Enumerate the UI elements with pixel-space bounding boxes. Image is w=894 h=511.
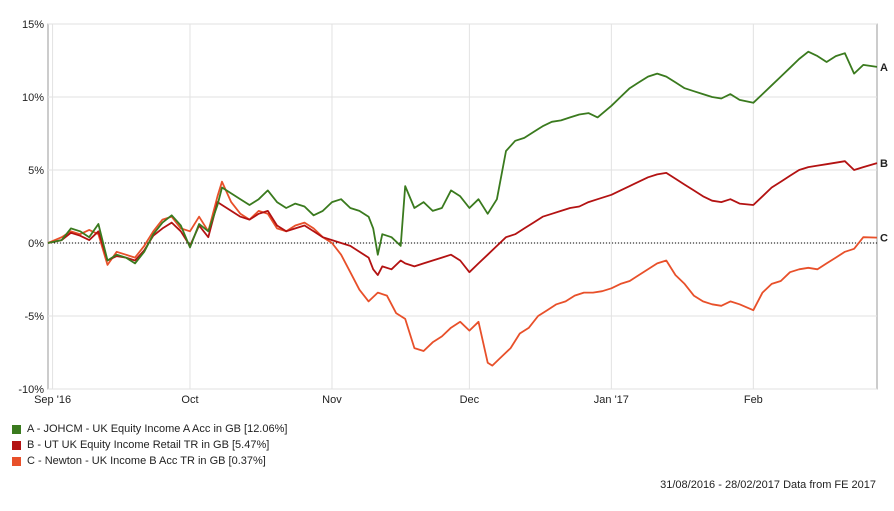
series-line-a — [47, 50, 878, 265]
y-axis-tick-labels: 15% 10% 5% 0% -5% -10% — [18, 19, 44, 396]
y-tick-label: -10% — [18, 384, 44, 396]
legend-item-a: A - JOHCM - UK Equity Income A Acc in GB… — [12, 421, 287, 437]
legend-item-c: C - Newton - UK Income B Acc TR in GB [0… — [12, 453, 287, 469]
x-tick-label: Dec — [460, 394, 480, 406]
plot-area — [47, 23, 878, 390]
y-tick-label: 0% — [28, 238, 44, 250]
x-tick-label: Nov — [322, 394, 342, 406]
legend: A - JOHCM - UK Equity Income A Acc in GB… — [12, 421, 287, 469]
x-gridlines — [52, 24, 754, 389]
y-tick-label: -5% — [24, 311, 44, 323]
series-end-label-b: B — [880, 158, 888, 170]
x-axis-tick-labels: Sep '16 Oct Nov Dec Jan '17 Feb — [34, 394, 763, 406]
series-end-labels: C B A — [880, 62, 888, 245]
series-line-c — [47, 180, 878, 367]
y-gridlines — [48, 23, 877, 390]
x-tick-label: Jan '17 — [594, 394, 629, 406]
x-tick-label: Sep '16 — [34, 394, 71, 406]
x-tick-label: Feb — [744, 394, 763, 406]
series-lines — [47, 50, 878, 367]
series-end-label-a: A — [880, 62, 888, 74]
y-tick-label: 10% — [22, 92, 44, 104]
x-tick-label: Oct — [181, 394, 198, 406]
legend-swatch-b — [12, 440, 21, 450]
legend-label-b: B - UT UK Equity Income Retail TR in GB … — [27, 439, 270, 451]
legend-swatch-a — [12, 424, 21, 434]
legend-swatch-c — [12, 456, 21, 466]
legend-label-c: C - Newton - UK Income B Acc TR in GB [0… — [27, 455, 266, 467]
y-tick-label: 15% — [22, 19, 44, 31]
y-tick-label: 5% — [28, 165, 44, 177]
legend-item-b: B - UT UK Equity Income Retail TR in GB … — [12, 437, 287, 453]
series-end-label-c: C — [880, 233, 888, 245]
legend-label-a: A - JOHCM - UK Equity Income A Acc in GB… — [27, 423, 288, 435]
source-note: 31/08/2016 - 28/02/2017 Data from FE 201… — [660, 479, 876, 491]
